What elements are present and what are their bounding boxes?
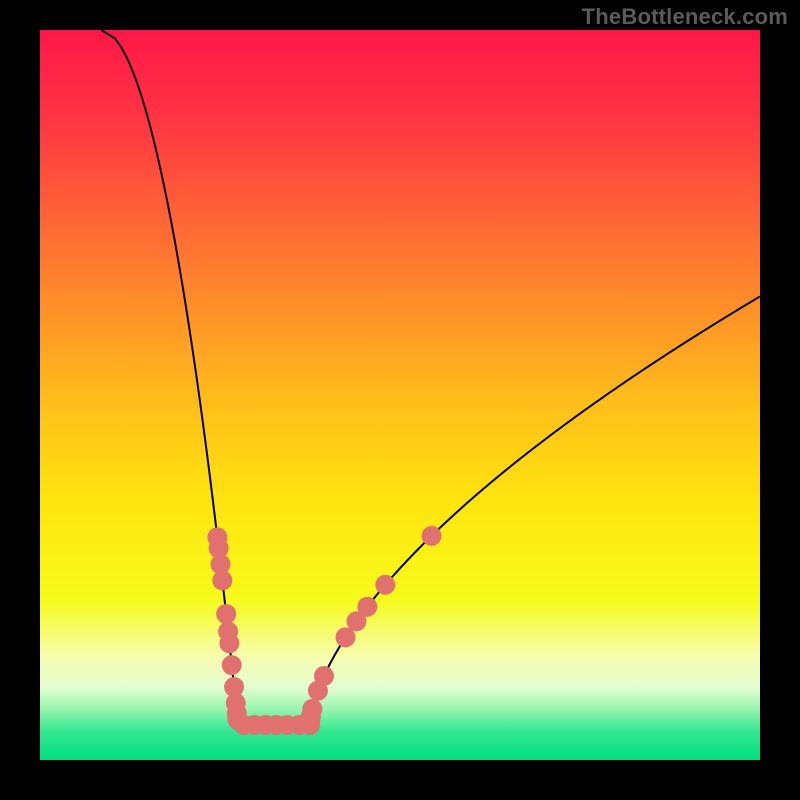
data-marker bbox=[422, 526, 442, 546]
data-marker bbox=[222, 655, 242, 675]
watermark-text: TheBottleneck.com bbox=[582, 4, 788, 30]
data-marker bbox=[219, 633, 239, 653]
chart-svg bbox=[0, 0, 800, 800]
data-marker bbox=[216, 604, 236, 624]
data-marker bbox=[375, 575, 395, 595]
bottleneck-chart bbox=[0, 0, 800, 800]
data-marker bbox=[335, 627, 355, 647]
plot-background bbox=[40, 30, 760, 760]
data-marker bbox=[308, 681, 328, 701]
data-marker bbox=[212, 570, 232, 590]
data-marker bbox=[300, 715, 320, 735]
